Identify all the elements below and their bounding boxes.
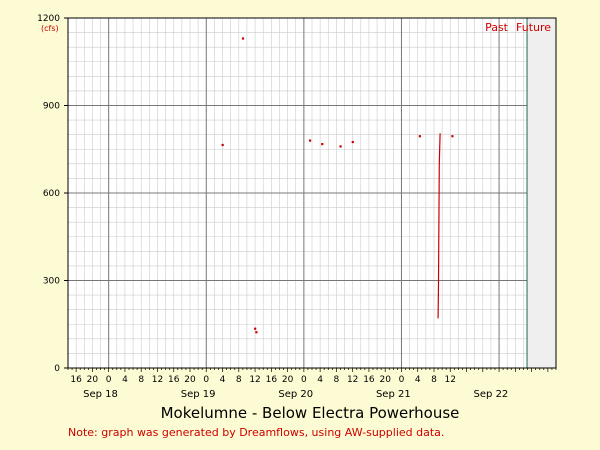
x-tick-label: 12 — [152, 375, 163, 385]
x-tick-label: 4 — [122, 375, 128, 385]
x-tick-label: 4 — [317, 375, 323, 385]
x-tick-label: 4 — [220, 375, 226, 385]
day-label: Sep 19 — [181, 389, 216, 400]
data-point — [418, 135, 421, 138]
data-point — [451, 135, 454, 138]
data-point — [321, 143, 324, 146]
past-label: Past — [485, 21, 509, 34]
x-tick-label: 0 — [203, 375, 209, 385]
plot-frame — [67, 17, 557, 369]
data-point — [351, 140, 354, 144]
future-label: Future — [516, 21, 551, 34]
x-tick-label: 8 — [431, 375, 437, 385]
data-point — [339, 145, 342, 148]
y-tick-label: 1200 — [37, 14, 60, 24]
day-label: Sep 21 — [376, 389, 411, 400]
x-tick-label: 4 — [415, 375, 421, 385]
day-label: Sep 18 — [83, 389, 118, 400]
x-tick-label: 20 — [184, 375, 196, 385]
x-tick-label: 20 — [379, 375, 391, 385]
data-point — [254, 327, 257, 330]
data-point — [241, 37, 245, 40]
y-tick-label: 300 — [43, 277, 60, 287]
x-tick-label: 12 — [445, 375, 456, 385]
y-tick-label: 0 — [54, 364, 60, 374]
x-tick-label: 16 — [168, 375, 180, 385]
x-tick-label: 0 — [399, 375, 405, 385]
x-tick-label: 0 — [106, 375, 112, 385]
x-tick-label: 12 — [249, 375, 260, 385]
x-tick-label: 16 — [363, 375, 375, 385]
data-point — [308, 139, 312, 142]
day-label: Sep 22 — [474, 389, 509, 400]
x-tick-label: 20 — [87, 375, 99, 385]
x-tick-label: 20 — [282, 375, 294, 385]
x-tick-label: 16 — [70, 375, 82, 385]
data-point — [221, 143, 224, 147]
x-tick-label: 8 — [138, 375, 144, 385]
x-tick-label: 16 — [266, 375, 278, 385]
x-tick-label: 8 — [236, 375, 242, 385]
x-tick-label: 12 — [347, 375, 358, 385]
y-tick-label: 900 — [43, 102, 60, 112]
x-tick-label: 8 — [334, 375, 340, 385]
y-unit-label: (cfs) — [41, 24, 59, 33]
flow-line — [437, 133, 441, 319]
chart-title: Mokelumne - Below Electra Powerhouse — [161, 404, 460, 422]
day-label: Sep 20 — [278, 389, 313, 400]
y-tick-label: 600 — [43, 189, 60, 199]
data-point — [255, 331, 258, 334]
future-region — [527, 18, 556, 368]
chart-note: Note: graph was generated by Dreamflows,… — [68, 426, 444, 439]
x-tick-label: 0 — [301, 375, 307, 385]
